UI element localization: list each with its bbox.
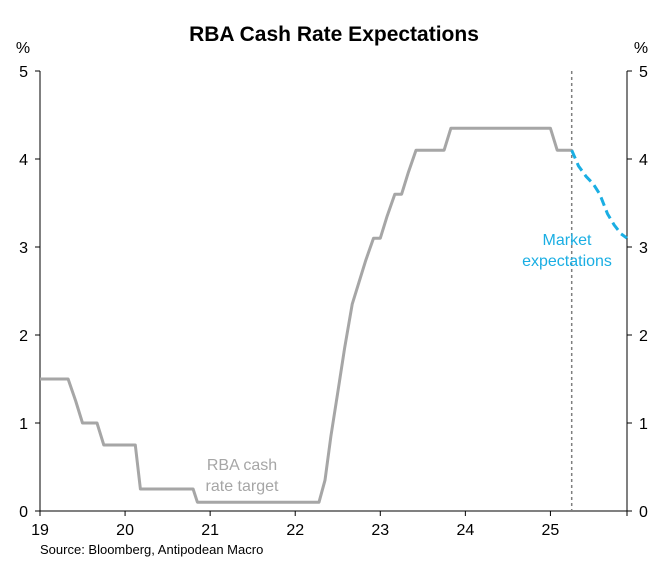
y-tick-label-left: 3 bbox=[19, 240, 28, 257]
series-lines bbox=[40, 126, 628, 504]
y-tick-label-left: 0 bbox=[19, 504, 28, 521]
y-tick-label-right: 2 bbox=[639, 328, 648, 345]
tick-labels: 0 01 12 23 34 45 519 20 21 22 23 24 25 bbox=[19, 64, 648, 539]
y-tick-label-left: 2 bbox=[19, 328, 28, 345]
y-tick-label-right: 1 bbox=[639, 416, 648, 433]
series-line-market-expectations bbox=[570, 149, 628, 240]
y-tick-label-right: 0 bbox=[639, 504, 648, 521]
x-tick-label: 20 bbox=[116, 522, 134, 539]
series-label-market-expectations: expectations bbox=[522, 253, 612, 270]
y-tick-label-left: 4 bbox=[19, 152, 28, 169]
y-unit-left: % bbox=[16, 40, 30, 57]
y-tick-label-right: 3 bbox=[639, 240, 648, 257]
series-line-rba-cash-rate bbox=[40, 126, 572, 504]
series-label-market-expectations: Market bbox=[543, 232, 592, 249]
source-note: Source: Bloomberg, Antipodean Macro bbox=[40, 542, 263, 557]
x-tick-label: 25 bbox=[542, 522, 560, 539]
y-tick-label-left: 1 bbox=[19, 416, 28, 433]
y-tick-label-right: 5 bbox=[639, 64, 648, 81]
axes bbox=[35, 70, 632, 516]
series-labels: RBA cash rate target Market expectations bbox=[206, 232, 612, 495]
series-label-rba-cash-rate: rate target bbox=[206, 478, 279, 495]
x-tick-label: 24 bbox=[456, 522, 474, 539]
y-unit-right: % bbox=[634, 40, 648, 57]
chart-title: RBA Cash Rate Expectations bbox=[189, 23, 479, 46]
y-tick-label-right: 4 bbox=[639, 152, 648, 169]
series-label-rba-cash-rate: RBA cash bbox=[207, 457, 277, 474]
y-tick-label-left: 5 bbox=[19, 64, 28, 81]
x-tick-label: 22 bbox=[286, 522, 304, 539]
x-tick-label: 23 bbox=[371, 522, 389, 539]
x-tick-label: 21 bbox=[201, 522, 219, 539]
x-tick-label: 19 bbox=[31, 522, 49, 539]
